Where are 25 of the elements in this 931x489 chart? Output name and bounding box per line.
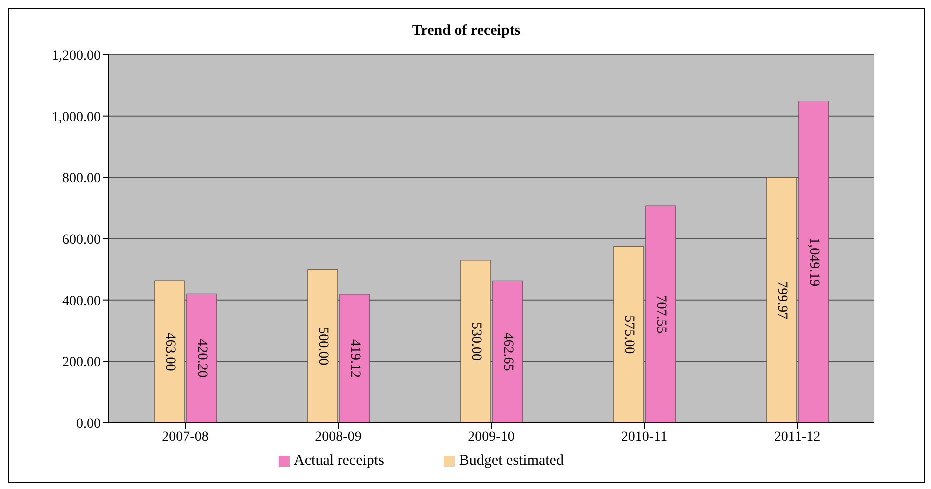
data-label: 463.00 — [162, 332, 178, 372]
y-tick-label: 400.00 — [62, 294, 101, 310]
data-label: 1,049.19 — [806, 238, 822, 287]
data-label: 420.20 — [194, 339, 210, 378]
chart-title: Trend of receipts — [411, 22, 522, 41]
y-tick-label: 1,200.00 — [52, 48, 101, 64]
data-label: 500.00 — [315, 327, 330, 366]
y-tick-label: 600.00 — [62, 232, 101, 248]
legend-label: Actual receipts — [294, 453, 384, 469]
x-tick-label: 2008-09 — [315, 430, 362, 445]
x-tick-label: 2009-10 — [468, 430, 515, 445]
data-label: 707.55 — [653, 295, 668, 334]
data-label: 575.00 — [621, 316, 636, 354]
x-tick-label: 2007-08 — [162, 430, 209, 445]
y-tick-label: 0.00 — [76, 416, 101, 432]
y-tick-label: 1,000.00 — [52, 110, 101, 126]
data-label: 462.65 — [500, 332, 516, 372]
y-tick-label: 800.00 — [62, 172, 101, 187]
data-label: 419.12 — [347, 339, 362, 378]
legend-label: Budget estimated — [459, 453, 564, 469]
x-tick-label: 2011-12 — [774, 430, 821, 445]
x-tick-label: 2010-11 — [621, 430, 668, 445]
data-label: 530.00 — [468, 322, 484, 361]
y-tick-label: 200.00 — [62, 356, 101, 371]
data-label: 799.97 — [774, 281, 790, 320]
